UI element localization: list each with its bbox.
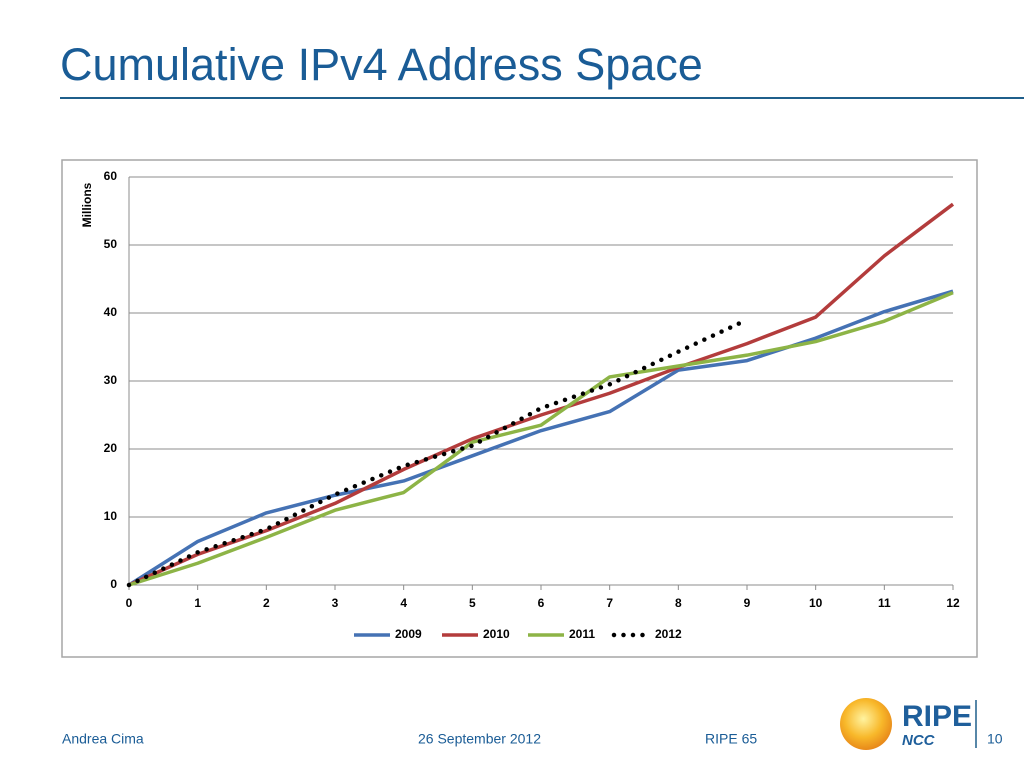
legend-label: 2012 xyxy=(655,627,682,641)
x-tick-label: 11 xyxy=(878,596,891,610)
y-tick-label: 40 xyxy=(104,305,118,319)
footer-author: Andrea Cima xyxy=(62,731,144,747)
x-tick-label: 4 xyxy=(400,596,407,610)
slide-title: Cumulative IPv4 Address Space xyxy=(60,39,703,90)
y-tick-label: 50 xyxy=(104,237,118,251)
x-tick-label: 1 xyxy=(194,596,201,610)
y-tick-label: 0 xyxy=(110,577,117,591)
x-tick-label: 2 xyxy=(263,596,270,610)
legend-label: 2011 xyxy=(569,627,595,641)
legend-label: 2009 xyxy=(395,627,422,641)
y-axis-label: Millions xyxy=(80,182,94,227)
logo-name: RIPE xyxy=(902,700,972,733)
footer-event: RIPE 65 xyxy=(705,731,757,747)
x-tick-label: 5 xyxy=(469,596,476,610)
footer-date: 26 September 2012 xyxy=(418,731,541,747)
x-tick-label: 6 xyxy=(538,596,545,610)
footer-page: 10 xyxy=(987,731,1003,747)
series-line xyxy=(128,290,954,587)
logo-sub: NCC xyxy=(902,732,936,749)
logo-sun xyxy=(840,698,892,750)
series-line xyxy=(126,317,750,588)
x-tick-label: 0 xyxy=(126,596,133,610)
legend-label: 2010 xyxy=(483,627,510,641)
series-line xyxy=(128,202,955,587)
y-tick-label: 60 xyxy=(104,169,118,183)
y-tick-label: 30 xyxy=(104,373,118,387)
x-tick-label: 3 xyxy=(332,596,339,610)
chart-frame xyxy=(61,159,978,658)
x-tick-label: 9 xyxy=(744,596,751,610)
x-tick-label: 10 xyxy=(809,596,823,610)
x-tick-label: 7 xyxy=(606,596,613,610)
x-tick-label: 8 xyxy=(675,596,682,610)
y-tick-label: 10 xyxy=(104,509,118,523)
y-tick-label: 20 xyxy=(104,441,118,455)
series-line xyxy=(128,289,954,587)
x-tick-label: 12 xyxy=(946,596,960,610)
